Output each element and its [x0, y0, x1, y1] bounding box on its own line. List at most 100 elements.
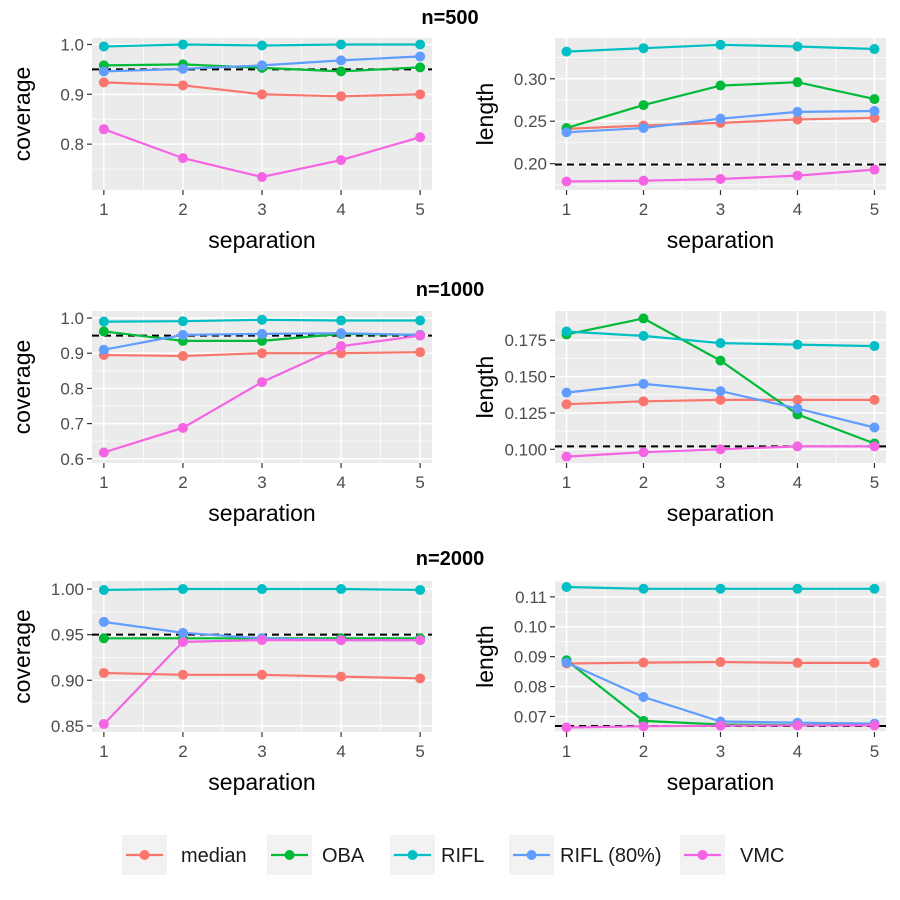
x-tick-label: 1 [99, 473, 108, 492]
data-point-median [336, 348, 347, 359]
x-tick-label: 4 [793, 200, 802, 219]
y-tick-label: 0.95 [51, 626, 84, 645]
panel-1: 0.20 0.25 0.30 1 2 3 4 5 separation length [472, 38, 886, 253]
panel-3: 0.100 0.125 0.150 0.175 1 2 3 4 5 separation lengt… [472, 311, 886, 526]
data-point-rifl [715, 338, 726, 349]
data-point-rifl-80 [177, 627, 188, 638]
data-point-median [415, 347, 426, 358]
y-tick-label: 0.9 [60, 85, 84, 104]
x-axis-label: separation [667, 500, 774, 526]
data-point-rifl-80 [715, 386, 726, 397]
data-point-vmc [257, 635, 267, 646]
x-axis-label: separation [667, 227, 774, 253]
data-point-rifl [257, 40, 267, 51]
legend-item-rifl[interactable]: RIFL [390, 835, 484, 875]
data-point-rifl [715, 39, 726, 50]
data-point-median [257, 348, 267, 359]
data-point-vmc [177, 422, 188, 433]
legend-item-median[interactable]: median [122, 835, 247, 875]
legend-label-oba: OBA [322, 845, 365, 867]
data-point-rifl-80 [638, 692, 649, 703]
data-point-vmc [415, 330, 426, 341]
data-point-rifl-80 [638, 378, 649, 389]
panel-4: 0.85 0.90 0.95 1.00 1 2 3 4 5 separation coverage [9, 580, 432, 795]
data-point-oba [415, 62, 426, 73]
data-point-vmc [715, 444, 726, 455]
data-point-median [257, 89, 267, 100]
x-tick-label: 5 [415, 200, 424, 219]
panel-0: 0.8 0.9 1.0 1 2 3 4 5 separation coverage [9, 35, 432, 253]
data-point-vmc [792, 170, 803, 181]
data-point-oba [792, 77, 803, 88]
data-point-rifl [336, 39, 347, 50]
y-tick-label: 0.150 [504, 368, 547, 387]
y-axis-label: length [472, 83, 498, 146]
x-tick-label: 1 [562, 473, 571, 492]
y-axis-label: coverage [9, 67, 35, 162]
data-point-rifl [561, 46, 572, 57]
data-point-vmc [869, 164, 880, 175]
data-point-rifl [257, 584, 267, 595]
data-point-vmc [792, 720, 803, 731]
data-point-vmc [415, 132, 426, 143]
legend-key-point-median [139, 850, 150, 860]
data-point-median [336, 91, 347, 102]
data-point-rifl-80 [257, 328, 267, 339]
data-point-median [98, 77, 109, 88]
x-tick-label: 2 [178, 742, 187, 761]
data-point-oba [638, 313, 649, 324]
data-point-vmc [638, 175, 649, 186]
data-point-vmc [257, 377, 267, 388]
y-tick-label: 1.0 [60, 309, 84, 328]
x-tick-label: 3 [716, 473, 725, 492]
y-axis-label: coverage [9, 609, 35, 704]
y-tick-label: 0.6 [60, 450, 84, 469]
data-point-rifl-80 [869, 106, 880, 117]
data-point-vmc [869, 720, 880, 731]
data-point-vmc [561, 722, 572, 733]
legend-item-oba[interactable]: OBA [267, 835, 365, 875]
data-point-median [715, 657, 726, 668]
data-point-rifl-80 [177, 329, 188, 340]
legend-key-point-rifl-80 [526, 850, 537, 860]
x-tick-label: 3 [257, 200, 266, 219]
y-tick-label: 0.8 [60, 135, 84, 154]
data-point-rifl-80 [177, 63, 188, 74]
panel-5: 0.07 0.08 0.09 0.10 0.11 1 2 3 4 5 separation lengt… [472, 581, 886, 795]
data-point-rifl [98, 41, 109, 52]
panel-2: 0.6 0.7 0.8 0.9 1.0 1 2 3 4 5 separation coverage [9, 309, 432, 526]
data-point-median [715, 394, 726, 405]
data-point-rifl-80 [792, 403, 803, 414]
panels: 0.8 0.9 1.0 1 2 3 4 5 separation coverage 0.20 0.25… [9, 35, 886, 795]
data-point-rifl [177, 316, 188, 327]
row-title-n500: n=500 [421, 7, 478, 29]
data-point-median [792, 114, 803, 125]
y-tick-label: 0.10 [514, 618, 547, 637]
data-point-vmc [792, 441, 803, 452]
x-axis-label: separation [667, 769, 774, 795]
x-tick-label: 4 [336, 742, 345, 761]
data-point-oba [715, 355, 726, 366]
data-point-median [638, 396, 649, 407]
y-tick-label: 0.125 [504, 404, 547, 423]
x-tick-label: 2 [639, 200, 648, 219]
data-point-rifl [177, 39, 188, 50]
data-point-vmc [257, 172, 267, 183]
legend-item-vmc[interactable]: VMC [680, 835, 784, 875]
row-title-n1000: n=1000 [416, 279, 484, 301]
legend-item-rifl-80[interactable]: RIFL (80%) [509, 835, 662, 875]
data-point-vmc [177, 636, 188, 647]
y-axis-label: coverage [9, 340, 35, 435]
data-point-rifl [792, 583, 803, 594]
y-tick-label: 0.100 [504, 440, 547, 459]
y-tick-label: 0.90 [51, 671, 84, 690]
data-point-oba [257, 335, 267, 346]
data-point-vmc [415, 635, 426, 646]
x-tick-label: 3 [257, 742, 266, 761]
x-tick-label: 4 [336, 200, 345, 219]
data-point-oba [98, 633, 109, 644]
x-tick-label: 1 [99, 742, 108, 761]
data-point-rifl-80 [869, 422, 880, 433]
data-point-rifl [98, 584, 109, 595]
data-point-rifl [869, 341, 880, 352]
